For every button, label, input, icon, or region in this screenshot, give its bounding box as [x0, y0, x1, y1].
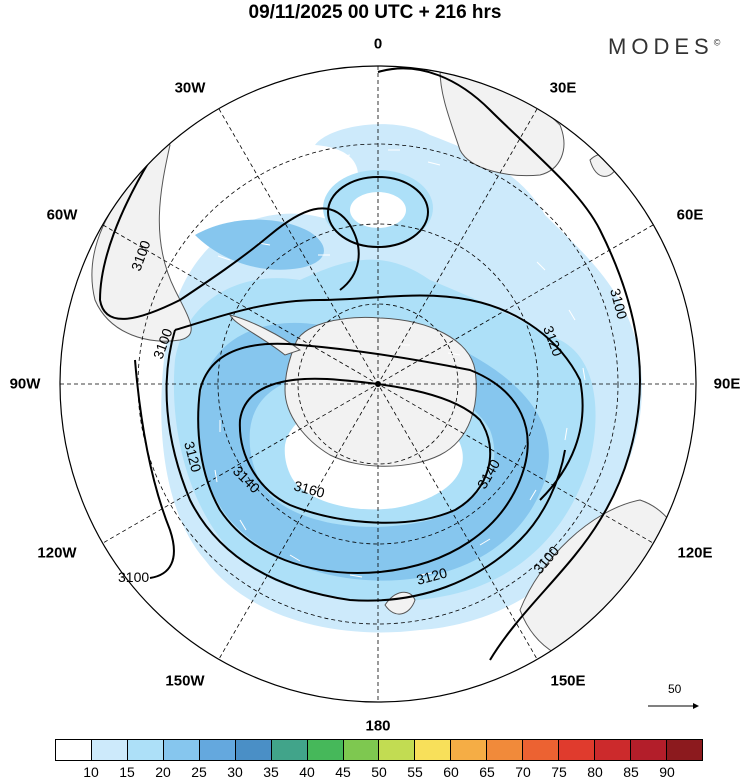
copyright-mark: ©: [713, 37, 721, 48]
colorbar-tick-label: 80: [587, 764, 603, 780]
colorbar-tick-label: 75: [551, 764, 567, 780]
colorbar-segment: [56, 740, 92, 760]
colorbar-tick-label: 30: [227, 764, 243, 780]
lon-label-120w: 120W: [37, 544, 77, 562]
contour-3120-west: [174, 294, 584, 501]
contour-3100-south: [134, 359, 175, 579]
cutoff-low-center: [350, 192, 406, 228]
colorbar-segment: [559, 740, 596, 760]
lon-label-90w: 90W: [9, 375, 41, 393]
contour-cutoff-low: [327, 176, 429, 248]
colorbar-tick-label: 10: [83, 764, 99, 780]
lon-label-30w: 30W: [174, 79, 206, 97]
wind-vectors: [214, 149, 586, 578]
colorbar-tick-label: 25: [191, 764, 207, 780]
colorbar-segment: [199, 740, 236, 760]
colorbar-segment: [271, 740, 308, 760]
contour-3100-west: [377, 67, 642, 661]
contour-3120-ring: [165, 329, 566, 602]
lon-label-150w: 150W: [165, 672, 205, 690]
colorbar-tick-label: 35: [263, 764, 279, 780]
lon-label-30e: 30E: [549, 79, 577, 97]
colorbar-segment: [307, 740, 344, 760]
brand-logo: MODES©: [608, 34, 720, 60]
map-border: [59, 65, 697, 703]
lon-label-120e: 120E: [677, 544, 713, 562]
south-pole-marker: [375, 381, 381, 387]
contour-3100-loop: [98, 159, 360, 320]
colorbar-tick-label: 20: [155, 764, 171, 780]
colorbar-tick-label: 60: [443, 764, 459, 780]
colorbar-tick-label: 70: [515, 764, 531, 780]
lon-label-90e: 90E: [713, 375, 741, 393]
colorbar-segment: [235, 740, 272, 760]
polar-map: 3100 3100 3100 3100 3100 3120 3120 3120 …: [59, 65, 699, 709]
geopotential-contours: [98, 67, 642, 661]
colorbar-segment: [487, 740, 524, 760]
colorbar-tick-label: 15: [119, 764, 135, 780]
contour-3140: [197, 342, 529, 574]
colorbar-tick-label: 45: [335, 764, 351, 780]
contour-3160: [238, 377, 492, 524]
contour-label: 3160: [292, 477, 326, 501]
colorbar-tick-label: 55: [407, 764, 423, 780]
colorbar-segment: [666, 740, 702, 760]
colorbar-segment: [451, 740, 488, 760]
chart-title: 09/11/2025 00 UTC + 216 hrs: [248, 2, 502, 23]
colorbar-segment: [163, 740, 200, 760]
lon-label-150e: 150E: [550, 672, 586, 690]
brand-name: MODES: [608, 34, 714, 59]
colorbar-tick-label: 85: [623, 764, 639, 780]
colorbar-ticks: 10 15 20 25 30 35 40 45 50 55 60 65 70 75 80 85 90: [55, 764, 703, 782]
colorbar-tick-label: 40: [299, 764, 315, 780]
contour-label: 3120: [415, 564, 449, 588]
reference-vector-label: 50: [668, 682, 682, 696]
lon-label-180: 180: [365, 717, 391, 735]
colorbar: [55, 739, 703, 761]
lon-label-60e: 60E: [676, 206, 704, 224]
colorbar-segment: [415, 740, 452, 760]
contour-label: 3100: [118, 569, 149, 585]
colorbar-tick-label: 65: [479, 764, 495, 780]
colorbar-segment: [343, 740, 380, 760]
contour-label: 3100: [607, 287, 631, 321]
colorbar-segment: [91, 740, 128, 760]
lon-label-0: 0: [373, 35, 383, 53]
colorbar-tick-label: 50: [371, 764, 387, 780]
land: [91, 69, 696, 666]
colorbar-tick-label: 90: [659, 764, 675, 780]
colorbar-segment: [595, 740, 631, 760]
contour-label: 3120: [181, 440, 205, 474]
colorbar-segment: [127, 740, 164, 760]
lon-label-60w: 60W: [46, 206, 78, 224]
colorbar-segment: [523, 740, 560, 760]
colorbar-segment: [379, 740, 416, 760]
colorbar-segment: [631, 740, 667, 760]
